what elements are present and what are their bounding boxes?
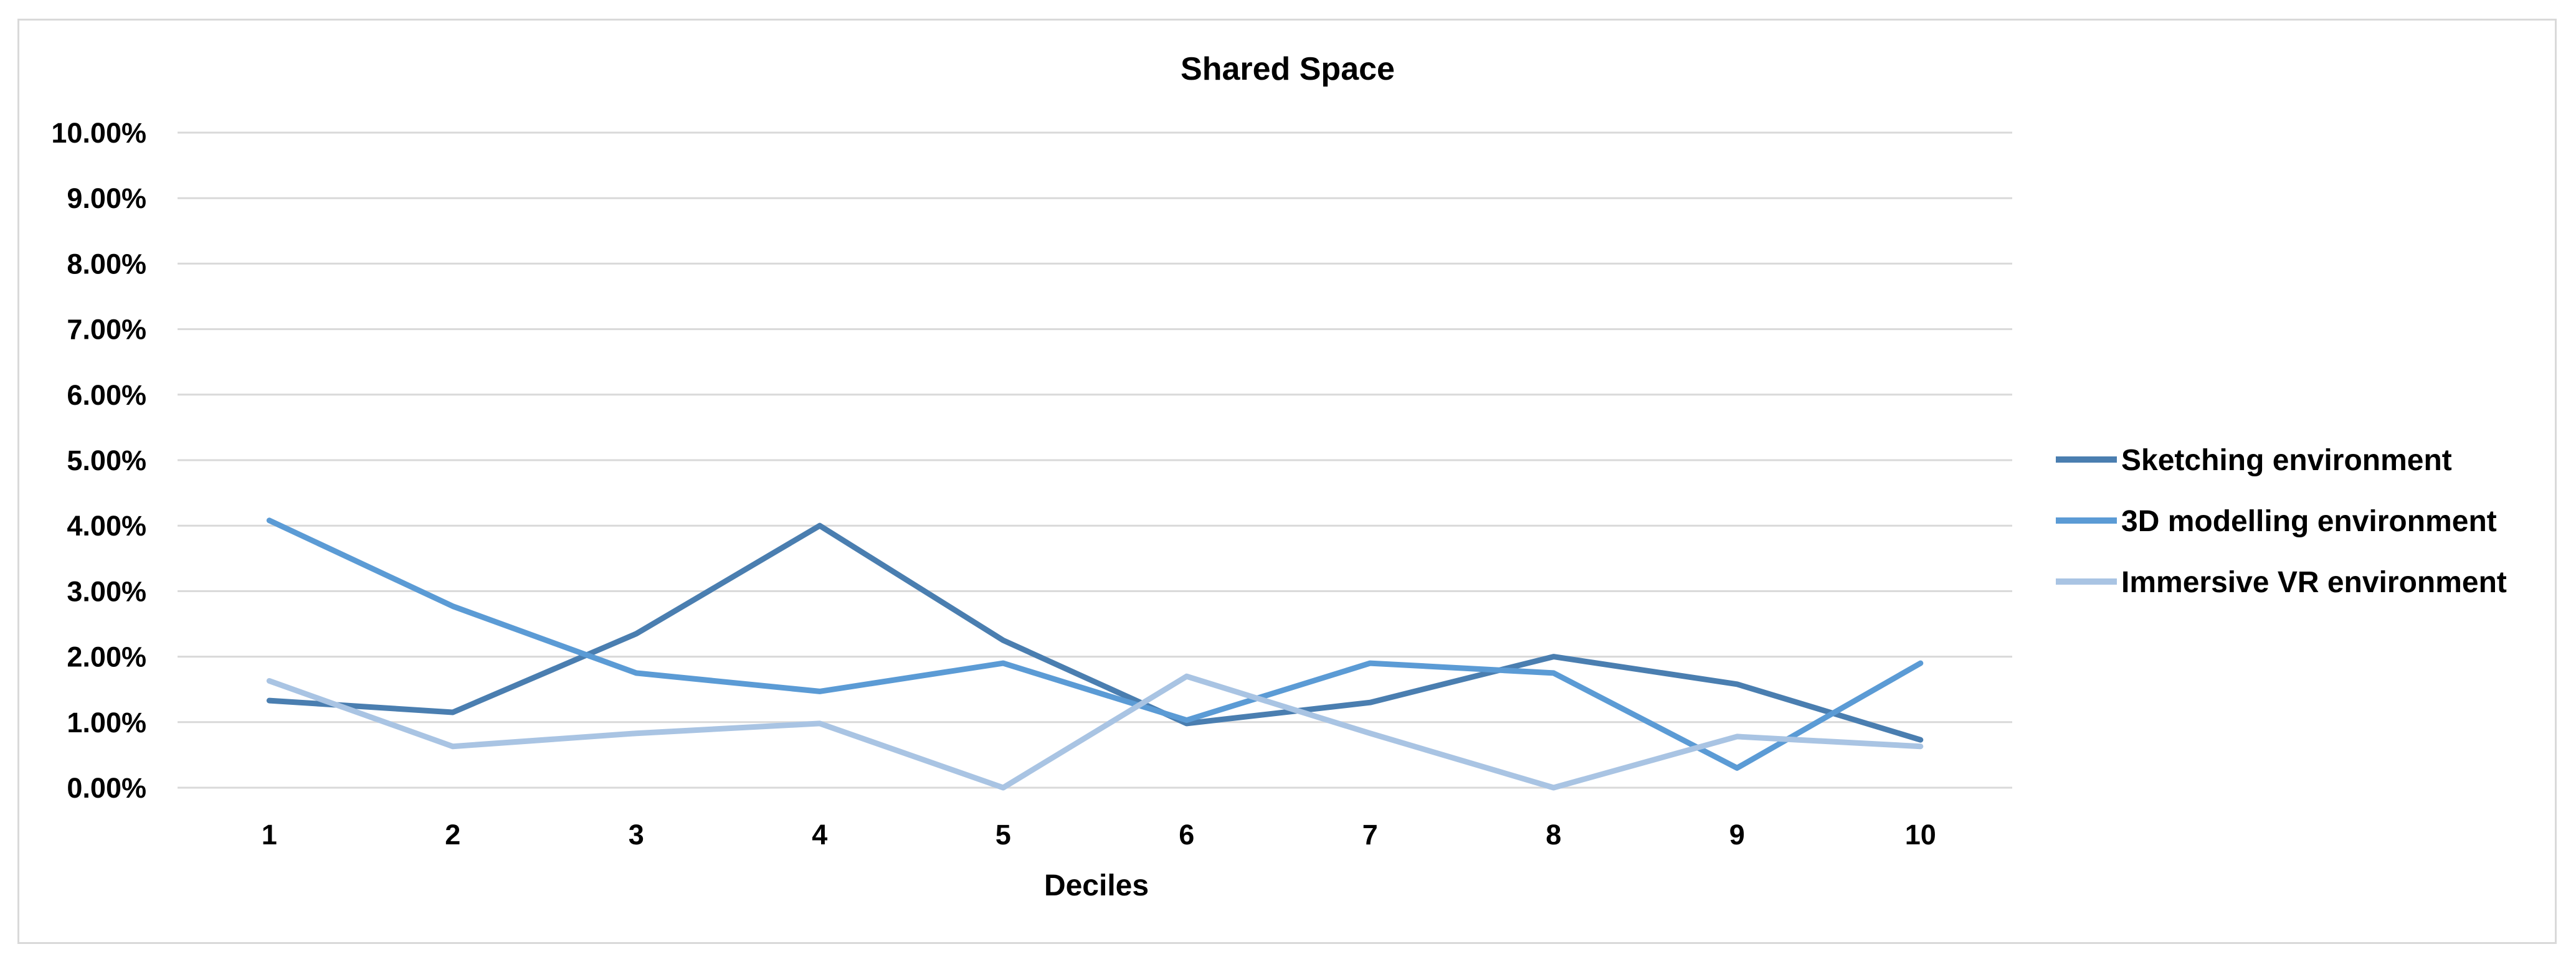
x-tick-label: 5 (996, 819, 1011, 851)
x-tick-label: 10 (1905, 819, 1936, 851)
x-tick-label: 2 (445, 819, 460, 851)
y-tick-label: 0.00% (67, 772, 146, 804)
y-tick-label: 10.00% (51, 117, 146, 149)
x-tick-label: 7 (1362, 819, 1378, 851)
chart-title: Shared Space (1181, 51, 1395, 87)
y-tick-label: 4.00% (67, 510, 146, 542)
legend: Sketching environment 3D modelling enviro… (2056, 444, 2507, 599)
y-tick-label: 9.00% (67, 182, 146, 214)
legend-label: Sketching environment (2121, 444, 2452, 477)
x-axis-ticks: 1 2 3 4 5 6 7 8 9 10 (262, 819, 1936, 851)
x-tick-label: 8 (1546, 819, 1561, 851)
y-tick-label: 7.00% (67, 314, 146, 346)
y-tick-label: 2.00% (67, 641, 146, 673)
x-tick-label: 3 (629, 819, 644, 851)
y-axis-ticks: 0.00% 1.00% 2.00% 3.00% 4.00% 5.00% 6.00% 7.00%… (51, 117, 146, 804)
legend-label: 3D modelling environment (2121, 505, 2497, 538)
y-tick-label: 3.00% (67, 575, 146, 607)
y-tick-label: 8.00% (67, 248, 146, 280)
x-tick-label: 9 (1729, 819, 1745, 851)
series-line-1 (266, 522, 1924, 743)
series-line-2 (266, 517, 1924, 771)
x-tick-label: 6 (1179, 819, 1194, 851)
gridlines (178, 131, 2012, 789)
series-line-3 (266, 673, 1924, 791)
x-axis-title: Deciles (1044, 869, 1149, 902)
chart-frame (17, 19, 2557, 944)
y-tick-label: 1.00% (67, 707, 146, 738)
legend-label: Immersive VR environment (2121, 566, 2507, 599)
y-tick-label: 6.00% (67, 379, 146, 411)
series-lines (266, 517, 1924, 791)
x-tick-label: 4 (812, 819, 827, 851)
x-tick-label: 1 (262, 819, 277, 851)
y-tick-label: 5.00% (67, 445, 146, 476)
